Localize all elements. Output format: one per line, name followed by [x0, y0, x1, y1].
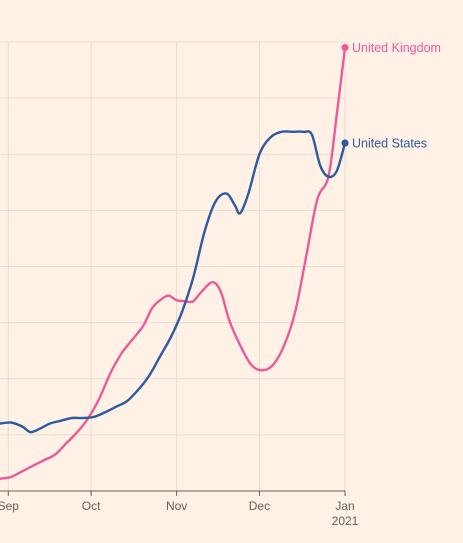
x-tick-label: Sep — [0, 499, 19, 513]
series-endpoint-united-states — [341, 139, 349, 147]
series-line-united-states — [0, 130, 347, 434]
series-line-united-kingdom — [0, 46, 347, 480]
x-tick-label: Jan — [335, 499, 354, 513]
x-tick-label: Oct — [82, 499, 101, 513]
x-tick-sublabel: 2021 — [332, 514, 359, 528]
series-endpoint-united-kingdom — [341, 44, 349, 52]
horizontal-gridlines — [0, 41, 345, 436]
x-tick-label: Nov — [166, 499, 187, 513]
series-lines — [0, 46, 347, 480]
x-tick-label: Dec — [249, 499, 270, 513]
series-labels: United Kingdom United States — [341, 41, 441, 151]
series-label-united-states: United States — [352, 137, 427, 151]
series-label-united-kingdom: United Kingdom — [352, 41, 441, 55]
